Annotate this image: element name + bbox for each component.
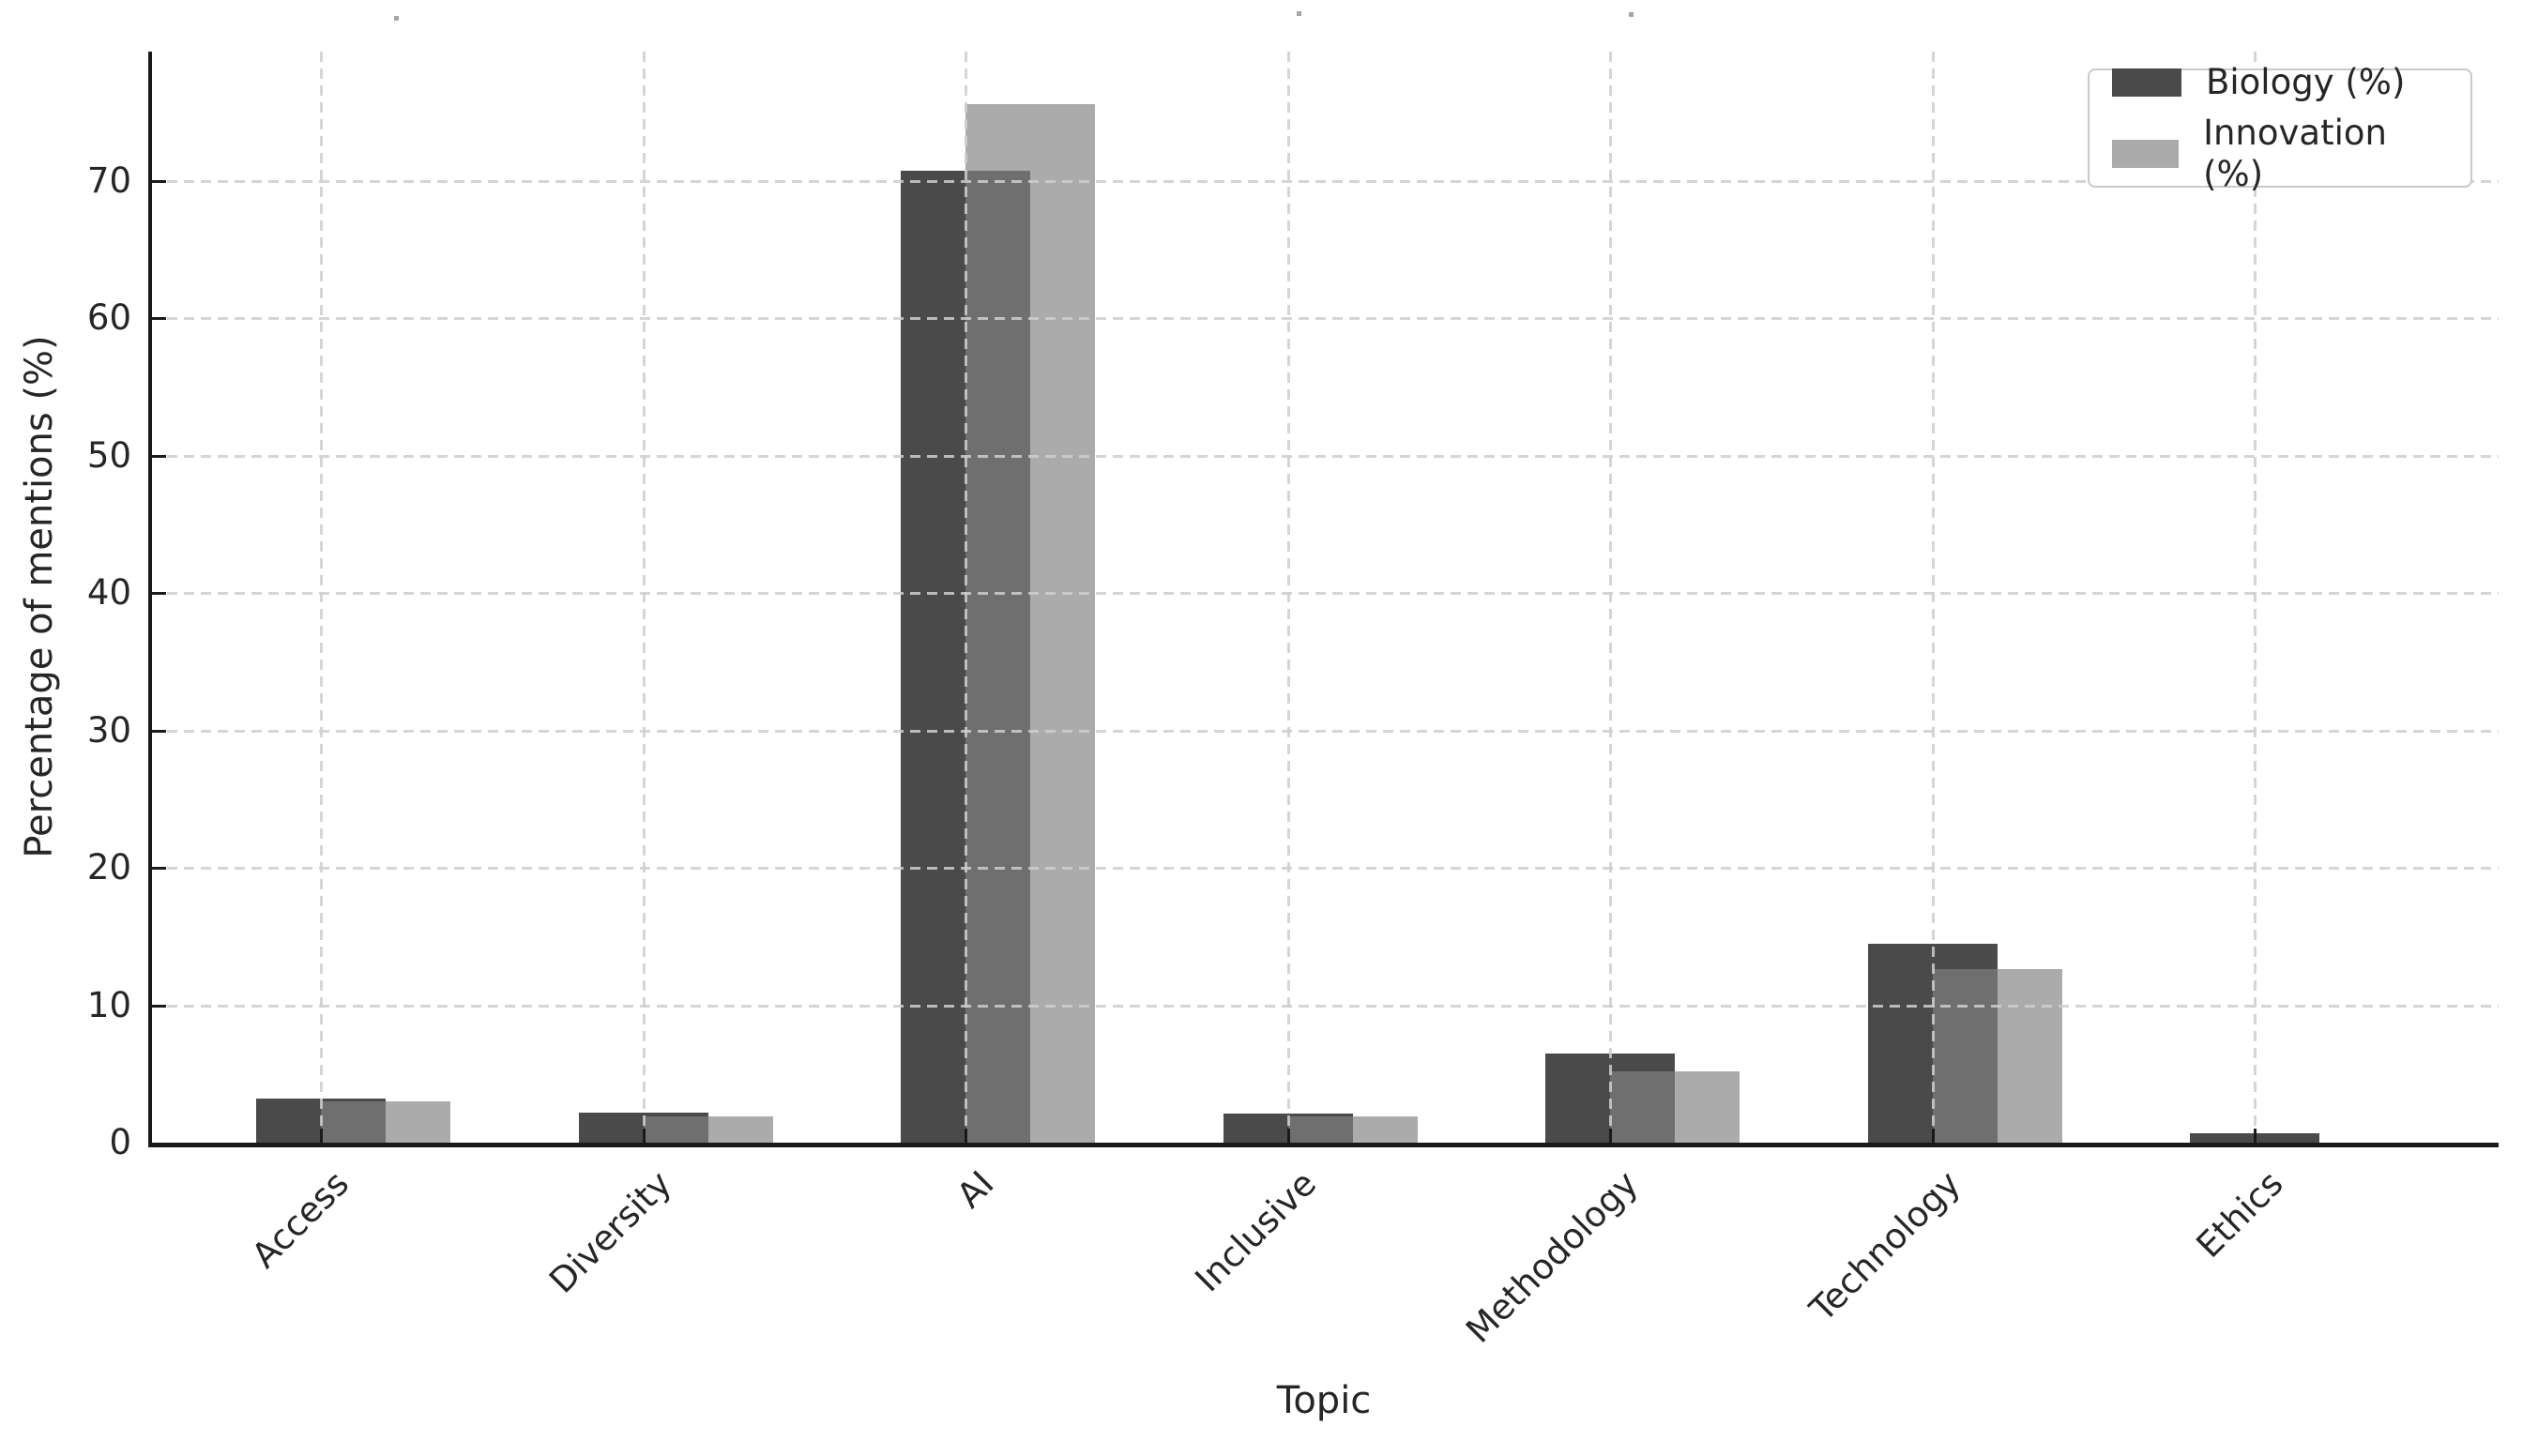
bar-innovation-diversity [643, 1116, 773, 1143]
y-tick-50 [150, 454, 166, 458]
x-gridline-access [320, 52, 323, 1143]
x-gridline-diversity [642, 52, 646, 1143]
y-tick-label: 10 [86, 984, 131, 1025]
x-gridline-technology [1931, 52, 1935, 1143]
legend-item-biology: Biology (%) [2112, 62, 2448, 103]
y-tick-label: 30 [86, 709, 131, 751]
x-tick-diversity [642, 1129, 646, 1143]
x-gridline-methodology [1609, 52, 1612, 1143]
x-tick-ai [965, 1129, 967, 1143]
y-gridline-40 [150, 592, 2499, 596]
x-axis-spine [148, 1143, 2499, 1147]
legend-swatch-innovation [2112, 139, 2180, 168]
y-axis-spine [148, 52, 152, 1146]
y-tick-20 [150, 867, 166, 871]
x-tick-label: Diversity [541, 1163, 679, 1301]
y-gridline-60 [150, 317, 2499, 321]
y-gridline-50 [150, 454, 2499, 458]
y-gridline-10 [150, 1004, 2499, 1008]
legend-item-innovation: Innovation (%) [2112, 113, 2448, 195]
y-tick-label: 50 [86, 434, 131, 476]
x-tick-label: AI [949, 1163, 1002, 1217]
x-tick-ethics [2254, 1129, 2257, 1143]
y-tick-label: 40 [86, 572, 131, 614]
legend-label-biology: Biology (%) [2206, 61, 2406, 102]
x-gridline-ai [965, 52, 967, 1143]
image-artifact-dot [394, 16, 399, 21]
x-tick-access [320, 1129, 323, 1143]
x-tick-label: Ethics [2188, 1163, 2291, 1266]
x-gridline-ethics [2254, 52, 2257, 1143]
x-axis-title: Topic [1276, 1379, 1372, 1422]
y-gridline-70 [150, 179, 2499, 183]
y-tick-70 [150, 179, 166, 183]
y-tick-label: 60 [86, 297, 131, 339]
legend-swatch-biology [2112, 68, 2181, 97]
bar-innovation-technology [1932, 969, 2062, 1143]
x-tick-label: Access [244, 1163, 357, 1276]
bar-innovation-ai [965, 103, 1095, 1143]
y-tick-label: 0 [109, 1122, 131, 1162]
x-tick-label: Technology [1801, 1163, 1968, 1329]
x-tick-label: Inclusive [1187, 1163, 1324, 1300]
y-tick-30 [150, 729, 166, 733]
legend-label-innovation: Innovation (%) [2203, 112, 2387, 194]
image-artifact-dot [1629, 12, 1634, 17]
legend: Biology (%) Innovation (%) [2088, 62, 2472, 194]
bar-innovation-access [321, 1101, 450, 1143]
y-tick-label: 70 [86, 159, 131, 201]
bar-innovation-methodology [1610, 1070, 1740, 1143]
x-tick-label: Methodology [1458, 1163, 1647, 1351]
bar-innovation-inclusive [1287, 1116, 1418, 1143]
x-gridline-inclusive [1286, 52, 1290, 1143]
y-tick-40 [150, 592, 166, 596]
y-tick-10 [150, 1004, 166, 1008]
y-tick-60 [150, 317, 166, 321]
y-gridline-30 [150, 729, 2499, 733]
x-tick-inclusive [1286, 1129, 1290, 1143]
x-tick-technology [1931, 1129, 1935, 1143]
y-tick-label: 20 [86, 847, 131, 888]
y-gridline-20 [150, 867, 2499, 871]
image-artifact-dot [1297, 11, 1301, 16]
x-tick-methodology [1609, 1129, 1612, 1143]
